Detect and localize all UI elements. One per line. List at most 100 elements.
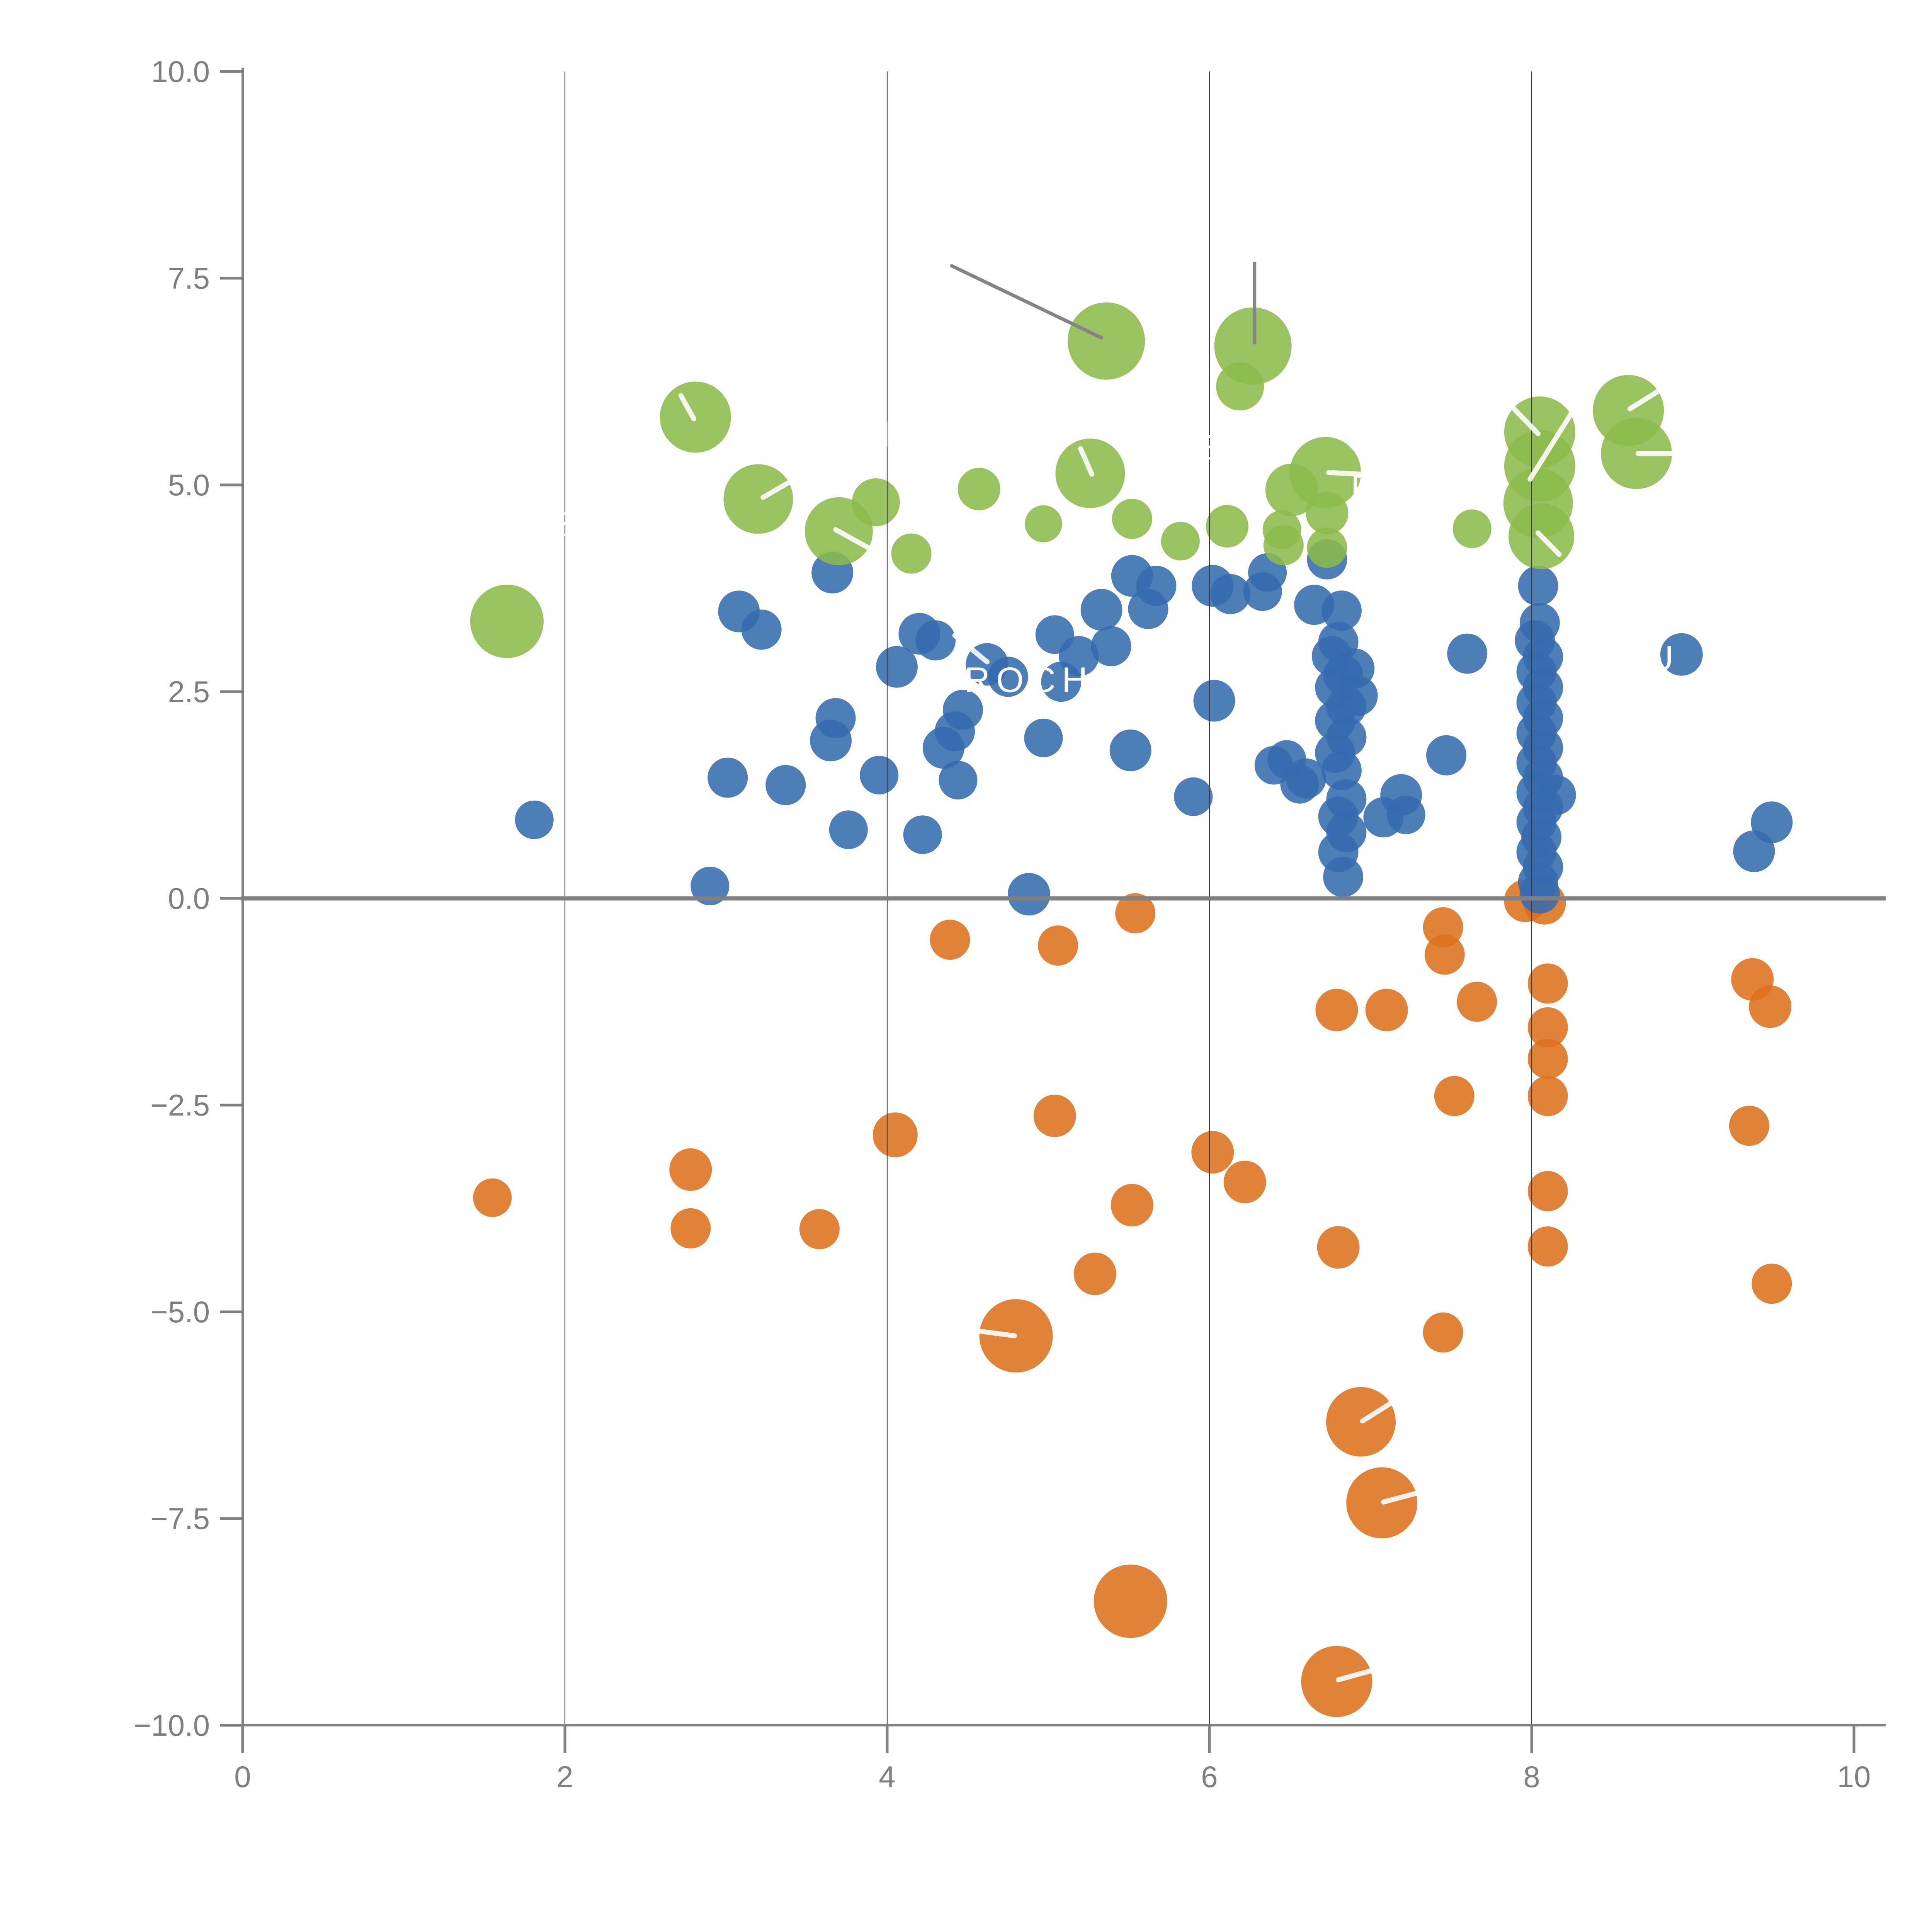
data-point xyxy=(1161,522,1200,561)
data-point xyxy=(988,656,1028,697)
white-annotation-label: E xyxy=(1193,428,1223,468)
y-tick-label: 7.5 xyxy=(168,261,210,295)
y-tick-label: 5.0 xyxy=(168,468,210,502)
white-leader-line xyxy=(975,1328,1017,1338)
data-point xyxy=(1206,505,1248,548)
data-point xyxy=(515,800,554,839)
data-point xyxy=(939,761,978,799)
data-point xyxy=(1426,735,1466,776)
data-point xyxy=(707,757,748,798)
white-leader-line xyxy=(1527,402,1580,482)
data-point xyxy=(723,464,793,534)
data-point xyxy=(852,478,900,526)
y-tick-label: −7.5 xyxy=(150,1502,210,1536)
x-tick-label: 10 xyxy=(1837,1760,1871,1794)
data-point xyxy=(1286,758,1327,799)
leader-lines-layer xyxy=(950,261,1257,345)
data-point xyxy=(1518,566,1558,606)
white-leader-line xyxy=(1336,1665,1383,1682)
data-point xyxy=(1527,963,1568,1004)
white-leader-line xyxy=(1536,530,1562,557)
data-point xyxy=(1452,509,1492,548)
x-tick-label: 0 xyxy=(234,1760,251,1794)
data-point xyxy=(1033,1094,1076,1137)
data-point xyxy=(799,1209,840,1249)
data-point xyxy=(829,810,868,849)
white-leader-line xyxy=(1078,446,1095,477)
data-point xyxy=(1527,1007,1568,1048)
x-tick-label: 8 xyxy=(1523,1760,1540,1794)
data-point xyxy=(1068,302,1145,380)
data-point xyxy=(690,866,730,905)
data-point xyxy=(1365,988,1408,1031)
data-point xyxy=(957,468,1000,510)
data-point xyxy=(1025,505,1062,543)
data-point xyxy=(1193,680,1235,722)
data-point xyxy=(1323,857,1364,897)
axes-layer xyxy=(220,68,1886,1753)
data-point xyxy=(1115,893,1156,934)
data-point xyxy=(1191,1131,1234,1173)
data-point xyxy=(891,533,932,574)
data-point xyxy=(915,620,956,661)
data-point xyxy=(1519,873,1560,914)
white-annotation-label: P xyxy=(1351,468,1381,507)
data-point xyxy=(1434,1076,1475,1116)
data-point xyxy=(930,920,970,960)
data-point xyxy=(473,1178,512,1217)
data-point xyxy=(1174,777,1213,816)
white-leader-line xyxy=(1510,405,1541,436)
data-point xyxy=(1423,1312,1463,1353)
white-leader-line xyxy=(952,633,990,665)
x-tick-label: 6 xyxy=(1201,1760,1218,1794)
white-annotation-label: ROCH xyxy=(964,660,1094,700)
data-point xyxy=(1136,566,1177,606)
data-point xyxy=(1094,1565,1167,1638)
series-green-group xyxy=(470,302,1672,658)
data-point xyxy=(1008,873,1050,916)
data-point xyxy=(1210,574,1251,614)
data-point xyxy=(1073,1252,1116,1295)
data-point xyxy=(1024,718,1063,757)
data-point xyxy=(1527,1039,1568,1079)
data-point xyxy=(1660,633,1703,676)
y-tick-label: −5.0 xyxy=(150,1295,210,1329)
data-point xyxy=(1315,988,1358,1031)
data-point xyxy=(1214,307,1292,385)
data-point xyxy=(1751,801,1793,844)
data-point xyxy=(1527,1226,1568,1267)
data-point xyxy=(1262,510,1301,549)
y-tick-label: 10.0 xyxy=(151,54,210,88)
data-point xyxy=(1223,1161,1266,1203)
data-point xyxy=(1112,498,1152,539)
data-point xyxy=(1290,437,1361,508)
x-tick-label: 4 xyxy=(879,1760,895,1794)
series-orange-group xyxy=(473,879,1792,1717)
white-leader-line xyxy=(1360,1400,1394,1423)
y-tick-label: −10.0 xyxy=(134,1708,210,1742)
data-point xyxy=(765,765,806,805)
data-point xyxy=(670,1208,711,1248)
data-point xyxy=(470,585,544,658)
data-point xyxy=(1038,925,1078,966)
dots-layer xyxy=(470,302,1793,1717)
white-leader-line xyxy=(833,527,877,554)
x-tick-label: 2 xyxy=(556,1760,573,1794)
series-blue-group xyxy=(515,539,1793,916)
white-leader-line xyxy=(678,393,697,422)
white-annotation-label: U xyxy=(1648,639,1680,678)
data-point xyxy=(1447,633,1488,674)
data-point xyxy=(872,1112,918,1157)
data-point xyxy=(1080,589,1122,631)
data-point xyxy=(1527,1076,1568,1116)
white-leader-line xyxy=(760,472,804,500)
tick-labels-layer: 10.0 7.5 5.0 2.5 0.0 −2.5 −5.0 −7.5 −10.0 0 2 4 6 8 10 xyxy=(134,54,1871,1794)
data-point xyxy=(1059,636,1099,676)
data-point xyxy=(1527,1171,1568,1211)
white-leader-line xyxy=(1381,1488,1427,1505)
data-point xyxy=(669,1148,712,1191)
y-tick-label: −2.5 xyxy=(150,1088,210,1122)
data-point xyxy=(860,756,899,795)
